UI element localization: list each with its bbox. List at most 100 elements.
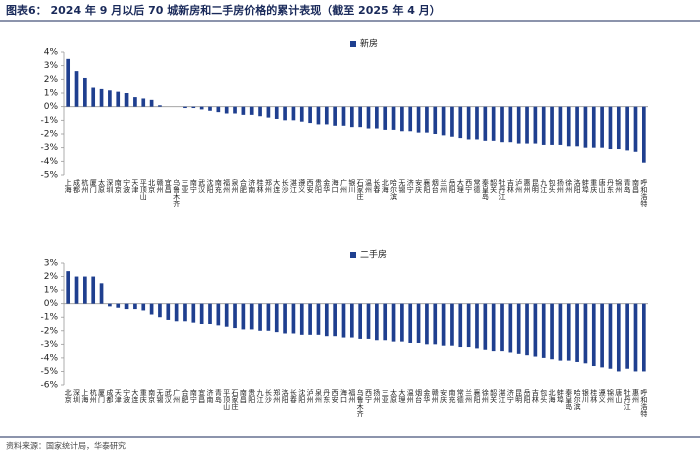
x-tick-label: 洛阳	[281, 388, 289, 404]
bar	[533, 303, 538, 357]
x-tick-label: 蚌埠	[556, 388, 564, 404]
legend-swatch	[350, 252, 356, 258]
x-tick-label: 大理	[456, 178, 464, 193]
x-tick-label: 安庆	[440, 388, 448, 404]
x-tick-label: 哈尔滨	[573, 388, 581, 411]
x-tick-label: 昆明	[515, 389, 523, 404]
x-tick-label: 青岛	[623, 178, 631, 194]
x-tick-label: 惠州	[523, 178, 531, 193]
bar	[516, 303, 521, 354]
bar	[133, 303, 137, 310]
bar	[508, 303, 513, 353]
bar	[258, 303, 262, 331]
x-tick-label: 韶关	[490, 388, 498, 404]
bar	[383, 106, 388, 130]
x-tick-label: 广州	[339, 178, 347, 193]
x-tick-label: 三亚	[181, 179, 189, 193]
bar	[575, 303, 579, 362]
bar	[191, 303, 196, 323]
bar	[483, 106, 488, 141]
x-tick-label: 济宁	[406, 178, 414, 193]
x-tick-label: 呼和浩特	[640, 388, 648, 417]
x-tick-label: 西宁	[365, 389, 373, 403]
bar	[583, 303, 588, 364]
y-tick-label: 3%	[44, 259, 59, 269]
bar	[483, 303, 488, 350]
x-tick-label: 北京	[64, 389, 72, 404]
x-tick-label: 常德	[456, 388, 464, 404]
bar	[174, 303, 179, 322]
x-tick-label: 武汉	[198, 178, 206, 194]
bar	[216, 303, 221, 326]
x-tick-label: 丹东	[323, 389, 331, 403]
bar	[616, 303, 621, 372]
x-tick-label: 常德	[473, 178, 481, 194]
x-tick-label: 烟台	[431, 178, 439, 194]
bar	[375, 106, 379, 129]
x-tick-label: 平顶山	[139, 179, 147, 201]
x-tick-label: 乌鲁木齐	[173, 178, 181, 208]
y-tick-label: 1%	[44, 89, 59, 99]
y-tick-label: -2%	[40, 130, 58, 140]
bar	[566, 106, 571, 147]
x-tick-label: 济宁	[506, 388, 514, 403]
y-tick-label: -4%	[40, 353, 58, 363]
x-tick-label: 三亚	[381, 389, 389, 403]
x-tick-label: 北京	[148, 179, 156, 194]
source-note: 资料来源：国家统计局，华泰研究	[6, 441, 126, 451]
bar	[366, 106, 371, 129]
bar	[66, 271, 71, 304]
bar	[550, 106, 554, 145]
bar	[233, 106, 237, 114]
bar	[74, 276, 79, 304]
bar	[291, 303, 296, 334]
x-tick-label: 南京	[114, 178, 122, 194]
bar	[458, 106, 463, 139]
bar	[333, 106, 337, 126]
x-tick-label: 岳阳	[523, 389, 531, 404]
x-tick-label: 合肥	[181, 388, 189, 404]
bar	[516, 106, 521, 144]
bar	[558, 106, 563, 145]
x-tick-label: 温州	[365, 178, 373, 193]
y-tick-label: -3%	[40, 143, 58, 153]
x-tick-label: 唐山	[615, 388, 623, 404]
x-tick-label: 大连	[273, 178, 281, 194]
bar	[191, 106, 196, 109]
bar	[533, 106, 538, 144]
bar	[208, 303, 212, 324]
bar	[141, 303, 146, 311]
x-tick-label: 韶关	[490, 178, 498, 194]
bar	[274, 106, 279, 119]
bar	[333, 303, 337, 337]
x-tick-label: 重庆	[590, 179, 598, 194]
x-tick-label: 兰州	[465, 388, 473, 403]
x-tick-label: 贵阳	[314, 178, 322, 194]
x-tick-label: 福州	[223, 178, 231, 193]
bar	[183, 303, 187, 322]
bar	[66, 58, 71, 107]
x-tick-label: 武汉	[164, 388, 172, 404]
bar	[591, 303, 596, 367]
bar	[566, 303, 571, 361]
bar	[391, 106, 396, 130]
x-tick-label: 惠州	[631, 388, 639, 403]
bar	[266, 303, 271, 331]
bar	[208, 106, 212, 111]
x-tick-label: 银川	[581, 388, 589, 403]
x-tick-label: 徐州	[481, 388, 489, 403]
x-tick-label: 银川	[348, 178, 356, 193]
y-tick-label: -5%	[40, 367, 58, 377]
x-tick-label: 石家庄	[231, 389, 239, 411]
bar	[324, 106, 329, 125]
x-tick-label: 九江	[256, 388, 264, 404]
y-tick-label: -5%	[40, 171, 58, 181]
bar	[491, 106, 496, 141]
bar	[124, 303, 129, 310]
x-tick-label: 锦州	[606, 388, 614, 403]
x-tick-label: 南充	[448, 388, 456, 404]
y-tick-label: -1%	[40, 313, 58, 323]
bar	[158, 105, 162, 107]
x-tick-label: 南昌	[239, 388, 247, 404]
